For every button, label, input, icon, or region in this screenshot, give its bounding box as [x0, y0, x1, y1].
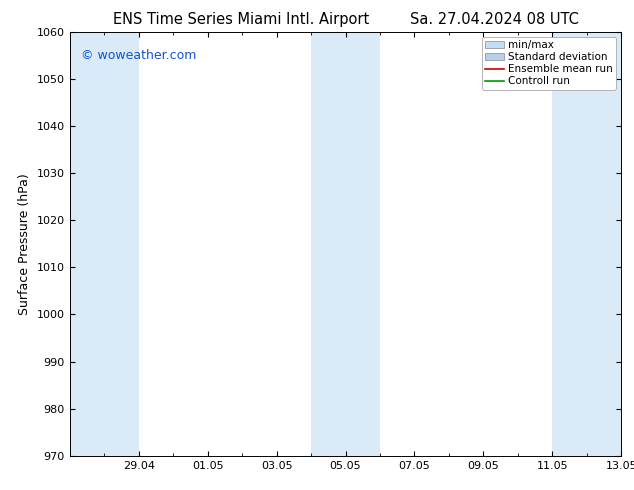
Bar: [552, 32, 621, 456]
Legend: min/max, Standard deviation, Ensemble mean run, Controll run: min/max, Standard deviation, Ensemble me…: [482, 37, 616, 90]
Text: Sa. 27.04.2024 08 UTC: Sa. 27.04.2024 08 UTC: [410, 12, 579, 27]
Text: © woweather.com: © woweather.com: [81, 49, 196, 62]
Text: ENS Time Series Miami Intl. Airport: ENS Time Series Miami Intl. Airport: [113, 12, 369, 27]
Bar: [70, 32, 139, 456]
Y-axis label: Surface Pressure (hPa): Surface Pressure (hPa): [18, 173, 31, 315]
Bar: [311, 32, 380, 456]
